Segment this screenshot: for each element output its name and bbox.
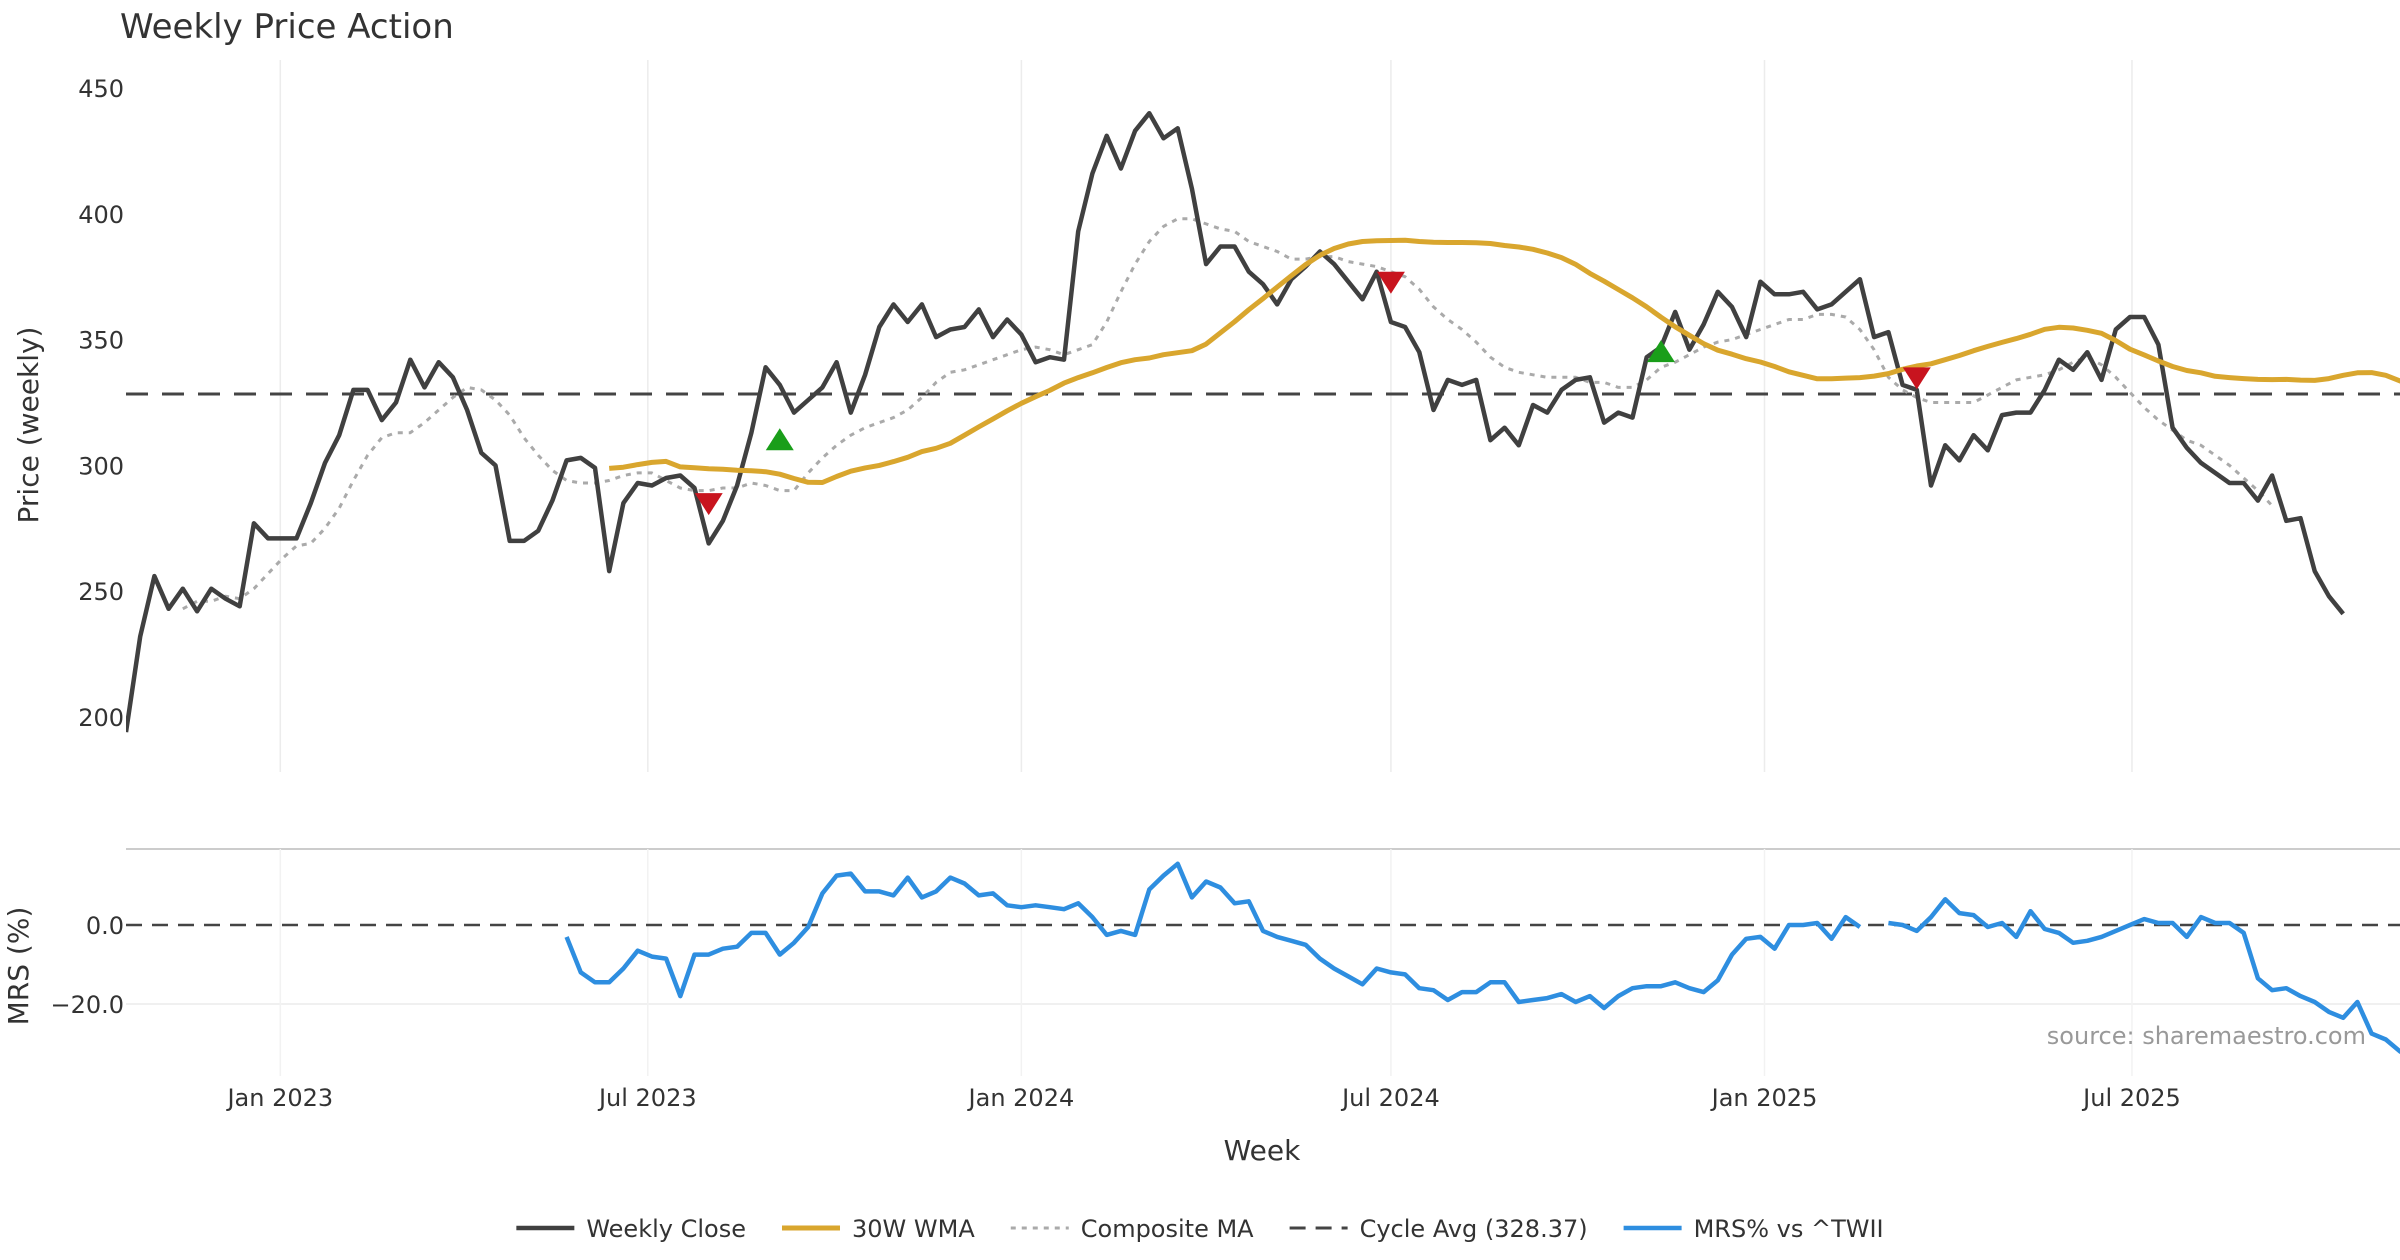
legend-label: Cycle Avg (328.37) bbox=[1360, 1215, 1588, 1243]
composite-ma-line bbox=[182, 217, 2274, 611]
price-y-ticks: 200 250 300 350 400 450 bbox=[78, 75, 124, 732]
legend-label: 30W WMA bbox=[852, 1215, 975, 1243]
buy-signal-marker bbox=[765, 428, 794, 451]
mrs-gridlines bbox=[126, 849, 2400, 1076]
y-tick-label: 400 bbox=[78, 201, 124, 229]
sell-signal-marker bbox=[1902, 367, 1931, 390]
buy-signal-marker bbox=[1646, 340, 1675, 363]
source-note: source: sharemaestro.com bbox=[2047, 1022, 2366, 1050]
mrs-y-ticks: 0.0 −20.0 bbox=[50, 912, 124, 1019]
legend: Weekly Close 30W WMA Composite MA Cycle Avg… bbox=[516, 1215, 1884, 1243]
weekly-close-line bbox=[126, 110, 2345, 733]
chart-title: Weekly Price Action bbox=[120, 7, 454, 47]
x-tick-label: Jul 2024 bbox=[1340, 1084, 1440, 1112]
legend-label: Composite MA bbox=[1081, 1215, 1254, 1243]
vertical-gridlines bbox=[279, 60, 2133, 772]
sell-signal-marker bbox=[1376, 271, 1405, 294]
signal-markers bbox=[694, 271, 1931, 516]
price-panel: 200 250 300 350 400 450 Price (weekly) bbox=[12, 60, 2400, 772]
mrs-line bbox=[564, 861, 2400, 1054]
y-tick-label: 350 bbox=[78, 327, 124, 355]
x-tick-label: Jan 2023 bbox=[225, 1084, 333, 1112]
sell-signal-marker bbox=[694, 493, 723, 516]
x-tick-label: Jan 2025 bbox=[1710, 1084, 1818, 1112]
y-tick-label: 300 bbox=[78, 452, 124, 480]
wma-30w-line bbox=[608, 237, 2400, 485]
mrs-panel: 0.0 −20.0 MRS (%) source: sharemaestro.co… bbox=[2, 849, 2400, 1076]
legend-label: Weekly Close bbox=[586, 1215, 746, 1243]
x-tick-label: Jul 2023 bbox=[597, 1084, 697, 1112]
x-tick-label: Jul 2025 bbox=[2081, 1084, 2181, 1112]
price-y-axis-label: Price (weekly) bbox=[12, 327, 45, 524]
legend-label: MRS% vs ^TWII bbox=[1694, 1215, 1884, 1243]
y-tick-label: 450 bbox=[78, 75, 124, 103]
x-axis-label: Week bbox=[1224, 1134, 1301, 1167]
y-tick-label: 0.0 bbox=[86, 912, 124, 940]
y-tick-label: 200 bbox=[78, 704, 124, 732]
y-tick-label: −20.0 bbox=[50, 991, 124, 1019]
y-tick-label: 250 bbox=[78, 578, 124, 606]
x-tick-label: Jan 2024 bbox=[967, 1084, 1075, 1112]
mrs-y-axis-label: MRS (%) bbox=[2, 907, 35, 1026]
x-ticks: Jan 2023 Jul 2023 Jan 2024 Jul 2024 Jan 2025… bbox=[225, 1084, 2180, 1112]
